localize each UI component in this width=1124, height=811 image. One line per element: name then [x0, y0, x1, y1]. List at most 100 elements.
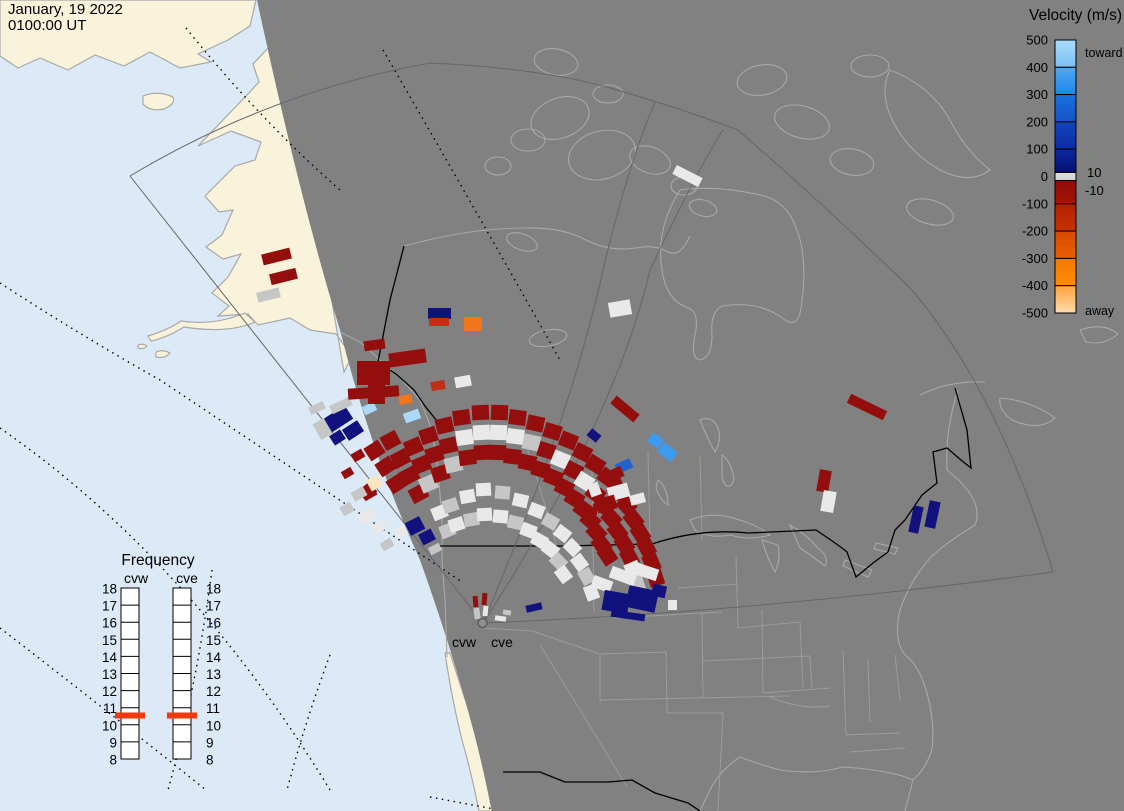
frequency-tick-label: 16	[102, 616, 117, 631]
velocity-cell	[464, 317, 482, 331]
gulf-st-lawrence	[919, 326, 1119, 396]
velocity-cell	[657, 442, 678, 462]
velocity-cell	[350, 486, 368, 502]
velocity-cell	[418, 425, 439, 446]
arctic-island	[533, 48, 579, 76]
hudson-bay	[659, 187, 805, 361]
colorbar-segment--400--500	[1054, 285, 1077, 314]
velocity-cell	[601, 589, 631, 615]
colorbar-segment--10--100	[1054, 180, 1077, 205]
velocity-cell	[625, 585, 659, 613]
fov-west-edge	[129, 175, 484, 624]
velocity-cell	[427, 542, 443, 556]
velocity-cell	[322, 405, 354, 433]
velocity-cell	[462, 511, 481, 528]
velocity-cell	[341, 420, 365, 441]
velocity-cell	[508, 409, 527, 426]
colorbar-tick-label: 300	[1026, 87, 1048, 102]
colorbar-segment-500-400	[1054, 39, 1077, 68]
frequency-tick-label: 13	[206, 667, 221, 682]
velocity-cell	[584, 453, 607, 476]
velocity-cell	[557, 430, 580, 451]
velocity-cell	[374, 455, 397, 478]
night-coastlines	[339, 48, 1119, 811]
velocity-cell	[628, 492, 647, 506]
velocity-cell	[455, 428, 474, 447]
velocity-cell	[365, 474, 384, 492]
arctic-island	[906, 198, 954, 226]
velocity-cell	[441, 497, 460, 514]
velocity-cell	[340, 466, 355, 480]
velocity-cell	[610, 609, 646, 622]
colorbar-tick-label: 100	[1026, 142, 1048, 157]
us-mexico-border	[503, 771, 701, 811]
velocity-cell	[350, 448, 366, 463]
frequency-marker-cvw	[115, 712, 145, 719]
velocity-cell	[562, 537, 583, 558]
alaska-landmass	[197, 44, 353, 374]
colorbar-tick-label: 500	[1026, 33, 1048, 48]
frequency-tick-label: 17	[206, 599, 221, 614]
velocity-cell	[454, 374, 472, 389]
colorbar-segment-200-100	[1054, 121, 1077, 150]
velocity-cell	[511, 492, 530, 509]
colorbar-tick-label: -500	[1022, 306, 1048, 321]
velocity-cell	[471, 404, 490, 421]
velocity-cell	[587, 481, 602, 498]
velocity-cell	[492, 509, 509, 524]
aleutian-islands	[137, 343, 171, 359]
velocity-cell	[356, 507, 377, 526]
night-region	[257, 0, 1124, 811]
velocity-cell	[529, 531, 550, 550]
colorbar-segment-10--10	[1054, 172, 1077, 181]
frequency-tick-label: 13	[102, 667, 117, 682]
velocity-cell	[571, 441, 594, 464]
velocity-cell	[347, 385, 400, 400]
velocity-cell	[521, 433, 542, 452]
velocity-cell	[494, 615, 507, 622]
arctic-island	[592, 84, 624, 104]
frequency-tick-label: 15	[206, 633, 221, 648]
great-lakes	[689, 514, 899, 578]
velocity-cell	[494, 485, 511, 500]
arctic-island	[530, 96, 590, 140]
velocity-cell	[536, 440, 557, 461]
arctic-island	[688, 198, 718, 218]
velocity-cell	[393, 524, 409, 540]
velocity-cell	[924, 500, 941, 529]
atlantic-coastline	[896, 389, 978, 811]
velocity-cell	[447, 516, 466, 533]
velocity-cell	[256, 287, 281, 303]
fov-east-edge	[482, 571, 1054, 624]
velocity-legend-title: Velocity (m/s)	[1029, 7, 1122, 24]
velocity-cell	[308, 400, 326, 416]
radar-fov-boundaries	[129, 62, 1054, 624]
velocity-cell	[329, 429, 346, 446]
radar-label-cvw: cvw	[452, 634, 477, 650]
velocity-cell	[635, 536, 658, 559]
velocity-cell	[329, 396, 353, 415]
away-label: away	[1085, 304, 1115, 318]
velocity-cell	[506, 514, 525, 531]
magnetic-grid-lines	[0, 27, 561, 810]
velocity-cell	[430, 379, 446, 392]
frequency-legend-title: Frequency	[121, 552, 194, 569]
velocity-cell	[475, 482, 492, 497]
threshold-pos-label: 10	[1087, 165, 1101, 180]
frequency-tick-label: 8	[109, 753, 117, 768]
velocity-cell	[525, 602, 543, 613]
us-canada-border	[440, 387, 972, 579]
date-label: January, 19 2022	[8, 1, 123, 18]
velocity-cell	[506, 428, 525, 445]
frequency-tick-label: 15	[102, 633, 117, 648]
velocity-cell	[608, 565, 638, 587]
velocity-cell	[820, 490, 837, 513]
frequency-tick-label: 14	[206, 650, 222, 665]
velocity-cell	[363, 338, 386, 352]
nova-scotia	[999, 397, 1056, 427]
time-label: 0100:00 UT	[8, 17, 87, 34]
arctic-island	[484, 156, 512, 176]
colorbar-tick-label: -200	[1022, 224, 1048, 239]
velocity-cell	[261, 247, 292, 266]
arctic-island	[510, 128, 546, 152]
